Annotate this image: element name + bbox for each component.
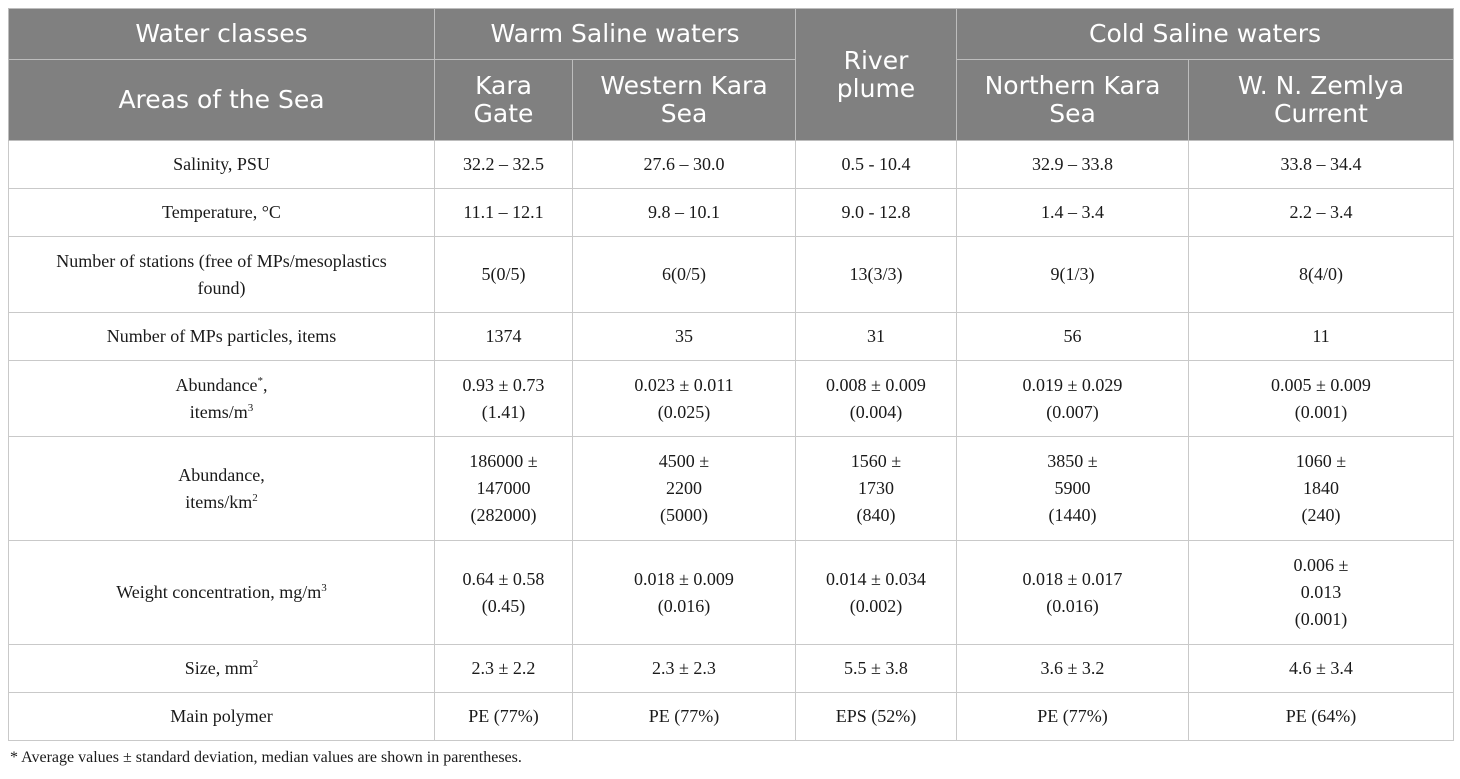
cell: 32.2 – 32.5 xyxy=(434,140,573,189)
cell: 0.006 ±0.013 (0.001) xyxy=(1188,540,1454,645)
table-row-size: Size, mm2 2.3 ± 2.2 2.3 ± 2.3 5.5 ± 3.8 … xyxy=(8,644,1454,693)
cell: 4.6 ± 3.4 xyxy=(1188,644,1454,693)
table-row-abundance-km2: Abundance, items/km2 186000 ±147000 (2820… xyxy=(8,436,1454,541)
row-label: Salinity, PSU xyxy=(8,140,435,189)
cell: 35 xyxy=(572,312,796,361)
cell: PE (77%) xyxy=(434,692,573,741)
cell: 8(4/0) xyxy=(1188,236,1454,313)
cell: 9.8 – 10.1 xyxy=(572,188,796,237)
cell: 13(3/3) xyxy=(795,236,957,313)
cell: 2.2 – 3.4 xyxy=(1188,188,1454,237)
header-cold-saline: Cold Saline waters xyxy=(956,8,1454,60)
cell: 0.018 ± 0.017 (0.016) xyxy=(956,540,1189,645)
cell: 11.1 – 12.1 xyxy=(434,188,573,237)
header-northern-kara: Northern Kara Sea xyxy=(956,59,1189,141)
cell: 0.64 ± 0.58 (0.45) xyxy=(434,540,573,645)
cell: 1.4 – 3.4 xyxy=(956,188,1189,237)
table-row-stations: Number of stations (free of MPs/mesoplas… xyxy=(8,236,1454,313)
cell: 2.3 ± 2.3 xyxy=(572,644,796,693)
header-row-water-classes: Water classes Warm Saline waters River p… xyxy=(8,8,1454,141)
row-label: Number of stations (free of MPs/mesoplas… xyxy=(8,236,435,313)
cell: 3850 ±5900 (1440) xyxy=(956,436,1189,541)
cell: 56 xyxy=(956,312,1189,361)
cell: 1374 xyxy=(434,312,573,361)
cell: 32.9 – 33.8 xyxy=(956,140,1189,189)
header-warm-saline: Warm Saline waters xyxy=(434,8,796,60)
cell: 0.008 ± 0.009 (0.004) xyxy=(795,360,957,437)
cell: 33.8 – 34.4 xyxy=(1188,140,1454,189)
cell: 9.0 - 12.8 xyxy=(795,188,957,237)
cell: 0.018 ± 0.009 (0.016) xyxy=(572,540,796,645)
cell: 6(0/5) xyxy=(572,236,796,313)
header-western-kara: Western Kara Sea xyxy=(572,59,796,141)
cell: 5(0/5) xyxy=(434,236,573,313)
row-label: Abundance, items/km2 xyxy=(8,436,435,541)
cell: 0.5 - 10.4 xyxy=(795,140,957,189)
row-label: Abundance*, items/m3 xyxy=(8,360,435,437)
table-row-temperature: Temperature, °C 11.1 – 12.1 9.8 – 10.1 9… xyxy=(8,188,1454,237)
header-row-areas: Areas of the Sea Kara Gate Western Kara … xyxy=(8,59,1454,141)
row-label: Size, mm2 xyxy=(8,644,435,693)
row-label: Main polymer xyxy=(8,692,435,741)
header-water-classes: Water classes xyxy=(8,8,435,60)
cell: 27.6 – 30.0 xyxy=(572,140,796,189)
table-row-polymer: Main polymer PE (77%) PE (77%) EPS (52%)… xyxy=(8,692,1454,741)
cell: EPS (52%) xyxy=(795,692,957,741)
cell: 31 xyxy=(795,312,957,361)
cell: 1560 ±1730 (840) xyxy=(795,436,957,541)
cell: 2.3 ± 2.2 xyxy=(434,644,573,693)
header-kara-gate: Kara Gate xyxy=(434,59,573,141)
header-wnz-current: W. N. Zemlya Current xyxy=(1188,59,1454,141)
cell: 3.6 ± 3.2 xyxy=(956,644,1189,693)
header-river-plume: River plume xyxy=(795,8,957,141)
cell: PE (77%) xyxy=(572,692,796,741)
cell: PE (77%) xyxy=(956,692,1189,741)
table-row-salinity: Salinity, PSU 32.2 – 32.5 27.6 – 30.0 0.… xyxy=(8,140,1454,189)
cell: 9(1/3) xyxy=(956,236,1189,313)
cell: 5.5 ± 3.8 xyxy=(795,644,957,693)
table-row-particles: Number of MPs particles, items 1374 35 3… xyxy=(8,312,1454,361)
label-line: Abundance*, xyxy=(175,374,268,395)
row-label: Number of MPs particles, items xyxy=(8,312,435,361)
cell: 11 xyxy=(1188,312,1454,361)
cell: 0.023 ± 0.011 (0.025) xyxy=(572,360,796,437)
cell: PE (64%) xyxy=(1188,692,1454,741)
cell: 0.93 ± 0.73 (1.41) xyxy=(434,360,573,437)
cell: 0.019 ± 0.029 (0.007) xyxy=(956,360,1189,437)
label-line: Number of stations (free of MPs/mesoplas… xyxy=(56,250,387,271)
label-line: items/km2 xyxy=(185,491,258,512)
cell: 4500 ±2200 (5000) xyxy=(572,436,796,541)
label-line: Abundance, xyxy=(178,464,265,485)
cell: 0.014 ± 0.034 (0.002) xyxy=(795,540,957,645)
label-line: found) xyxy=(197,277,246,298)
row-label: Temperature, °C xyxy=(8,188,435,237)
cell: 0.005 ± 0.009 (0.001) xyxy=(1188,360,1454,437)
table-row-weight: Weight concentration, mg/m3 0.64 ± 0.58(… xyxy=(8,540,1454,645)
data-table: Water classes Warm Saline waters River p… xyxy=(8,8,1454,741)
header-areas: Areas of the Sea xyxy=(8,59,435,141)
cell: 1060 ±1840 (240) xyxy=(1188,436,1454,541)
label-line: items/m3 xyxy=(189,401,254,422)
table-row-abundance-m3: Abundance*, items/m3 0.93 ± 0.73 (1.41) 0… xyxy=(8,360,1454,437)
cell: 186000 ±147000 (282000) xyxy=(434,436,573,541)
table-footnote: * Average values ± standard deviation, m… xyxy=(10,749,522,766)
row-label: Weight concentration, mg/m3 xyxy=(8,540,435,645)
